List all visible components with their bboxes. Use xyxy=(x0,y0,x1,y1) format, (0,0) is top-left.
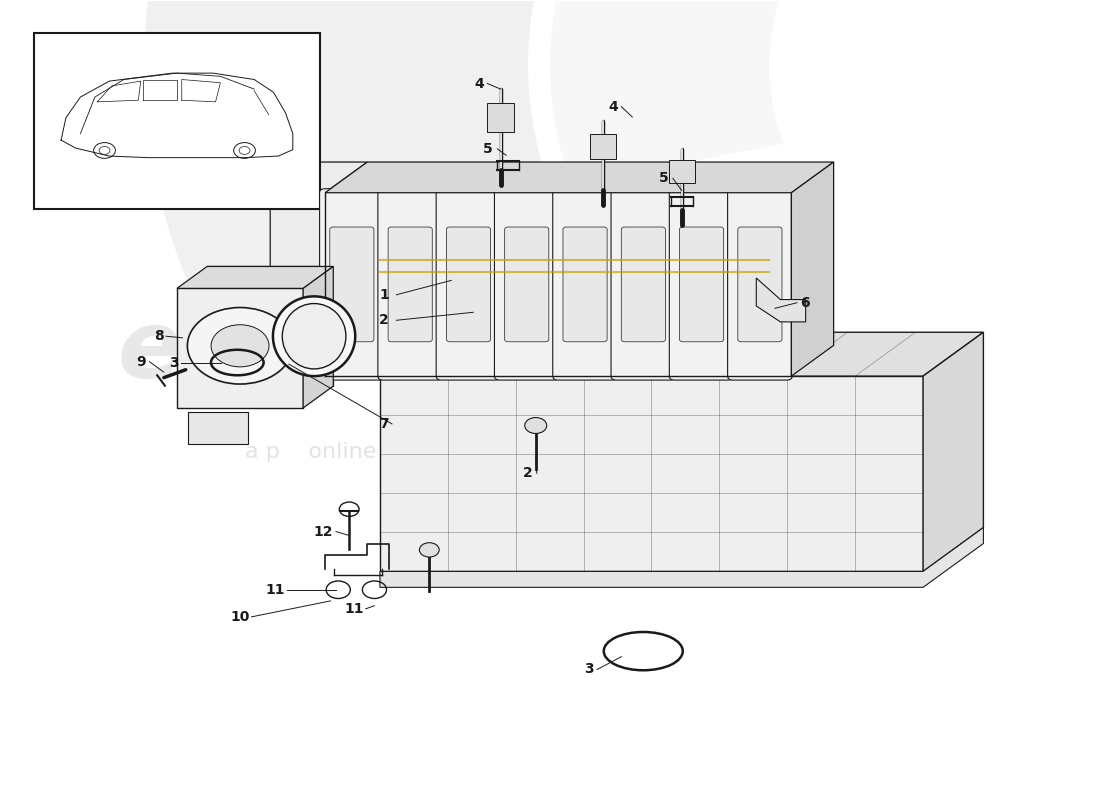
Polygon shape xyxy=(144,0,1072,324)
Polygon shape xyxy=(207,266,333,386)
Circle shape xyxy=(525,418,547,434)
FancyBboxPatch shape xyxy=(437,189,501,380)
Polygon shape xyxy=(791,162,834,376)
Text: 11: 11 xyxy=(344,602,363,616)
FancyBboxPatch shape xyxy=(727,189,792,380)
FancyBboxPatch shape xyxy=(447,227,491,342)
Text: 5: 5 xyxy=(483,142,493,156)
Text: 2: 2 xyxy=(379,314,388,327)
FancyBboxPatch shape xyxy=(388,227,432,342)
Bar xyxy=(34,34,320,209)
Ellipse shape xyxy=(283,303,345,369)
FancyBboxPatch shape xyxy=(680,227,724,342)
FancyBboxPatch shape xyxy=(738,227,782,342)
Polygon shape xyxy=(177,266,333,288)
Text: 8: 8 xyxy=(154,330,164,343)
Polygon shape xyxy=(379,376,923,571)
FancyBboxPatch shape xyxy=(590,134,616,158)
Text: 5: 5 xyxy=(659,171,669,186)
FancyBboxPatch shape xyxy=(563,227,607,342)
FancyBboxPatch shape xyxy=(621,227,665,342)
FancyBboxPatch shape xyxy=(552,189,617,380)
Circle shape xyxy=(187,307,293,384)
Text: 7: 7 xyxy=(379,417,388,431)
FancyBboxPatch shape xyxy=(669,189,734,380)
FancyBboxPatch shape xyxy=(669,160,695,183)
Polygon shape xyxy=(326,162,834,193)
FancyBboxPatch shape xyxy=(610,189,675,380)
Polygon shape xyxy=(271,162,367,376)
Text: 11: 11 xyxy=(265,582,285,597)
Polygon shape xyxy=(379,527,983,587)
Circle shape xyxy=(419,542,439,557)
Text: 2: 2 xyxy=(522,466,532,480)
FancyBboxPatch shape xyxy=(188,412,249,444)
Polygon shape xyxy=(757,278,805,322)
FancyBboxPatch shape xyxy=(505,227,549,342)
Polygon shape xyxy=(923,332,983,571)
FancyBboxPatch shape xyxy=(320,189,384,380)
FancyBboxPatch shape xyxy=(487,103,514,132)
Polygon shape xyxy=(379,332,983,376)
Text: a p    online    since 1985: a p online since 1985 xyxy=(244,442,526,462)
Circle shape xyxy=(211,325,270,367)
Text: 10: 10 xyxy=(230,610,250,624)
Polygon shape xyxy=(304,266,333,408)
Text: 9: 9 xyxy=(136,354,146,369)
Text: 12: 12 xyxy=(314,525,332,538)
FancyBboxPatch shape xyxy=(378,189,442,380)
FancyBboxPatch shape xyxy=(330,227,374,342)
Text: 3: 3 xyxy=(169,355,179,370)
Polygon shape xyxy=(550,0,1078,185)
Text: 6: 6 xyxy=(800,296,810,310)
Text: eurocarparts: eurocarparts xyxy=(118,306,806,398)
Text: 4: 4 xyxy=(608,100,618,114)
Polygon shape xyxy=(177,288,304,408)
Text: 3: 3 xyxy=(584,662,594,677)
FancyBboxPatch shape xyxy=(495,189,559,380)
Text: 4: 4 xyxy=(474,77,484,90)
Text: 1: 1 xyxy=(379,288,388,302)
Ellipse shape xyxy=(273,296,355,376)
